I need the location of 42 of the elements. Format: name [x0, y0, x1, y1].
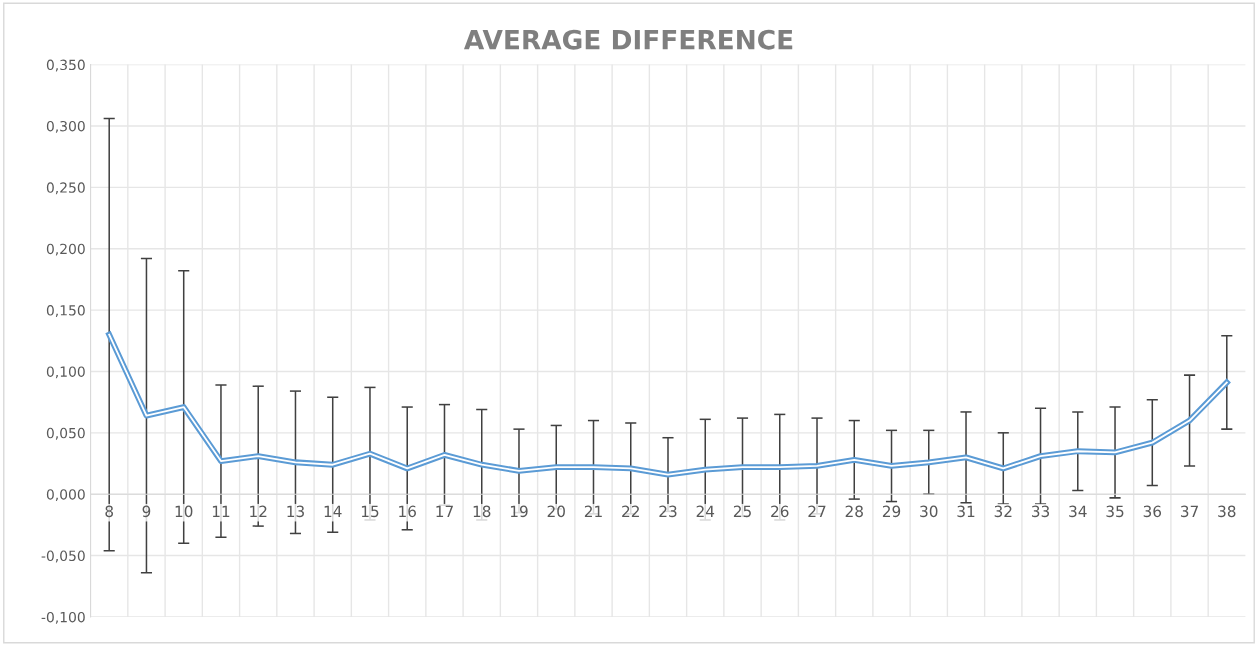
x-tick-label: 37	[1180, 505, 1198, 518]
x-tick-label: 32	[994, 505, 1012, 518]
x-tick-label: 10	[175, 505, 193, 518]
y-tick-label: 0,200	[46, 243, 85, 256]
x-tick-label: 27	[808, 505, 826, 517]
y-tick-label: 0,000	[46, 489, 85, 502]
x-tick-label: 11	[212, 505, 230, 517]
x-tick-label: 14	[324, 505, 342, 517]
x-tick-label: 26	[771, 505, 789, 518]
x-tick-label: 22	[622, 505, 639, 517]
y-tick-label: -0,100	[41, 611, 85, 624]
y-tick-label: 0,250	[46, 182, 85, 195]
y-tick-label: 0,150	[46, 305, 85, 317]
x-tick-label: 28	[845, 505, 863, 518]
y-tick-label: 0,350	[46, 59, 85, 72]
x-tick-label: 19	[510, 505, 528, 518]
x-tick-label: 36	[1143, 505, 1162, 518]
x-tick-label: 33	[1031, 505, 1050, 518]
x-tick-label: 18	[473, 505, 491, 518]
x-tick-label: 24	[696, 505, 715, 517]
x-tick-label: 25	[733, 505, 751, 518]
x-tick-label: 21	[584, 505, 602, 517]
x-tick-label: 20	[547, 505, 565, 518]
x-tick-label: 30	[920, 505, 938, 518]
y-tick-label: 0,050	[46, 427, 85, 440]
x-tick-label: 12	[250, 505, 267, 517]
x-tick-label: 16	[399, 505, 416, 518]
chart-title: AVERAGE DIFFERENCE	[463, 29, 793, 50]
x-tick-label: 38	[1218, 505, 1236, 518]
x-tick-label: 15	[361, 505, 379, 518]
x-tick-label: 35	[1106, 505, 1124, 518]
y-tick-label: 0,300	[46, 120, 85, 133]
x-tick-label: 34	[1069, 505, 1087, 518]
y-tick-label: -0,050	[41, 550, 85, 563]
x-tick-label: 29	[882, 505, 901, 518]
x-tick-label: 9	[142, 505, 151, 518]
x-tick-label: 23	[659, 505, 677, 518]
y-tick-label: 0,100	[46, 366, 85, 379]
x-tick-label: 13	[287, 505, 304, 518]
x-tick-label: 8	[105, 505, 114, 518]
x-tick-label: 17	[436, 505, 453, 517]
x-tick-label: 31	[957, 505, 975, 518]
